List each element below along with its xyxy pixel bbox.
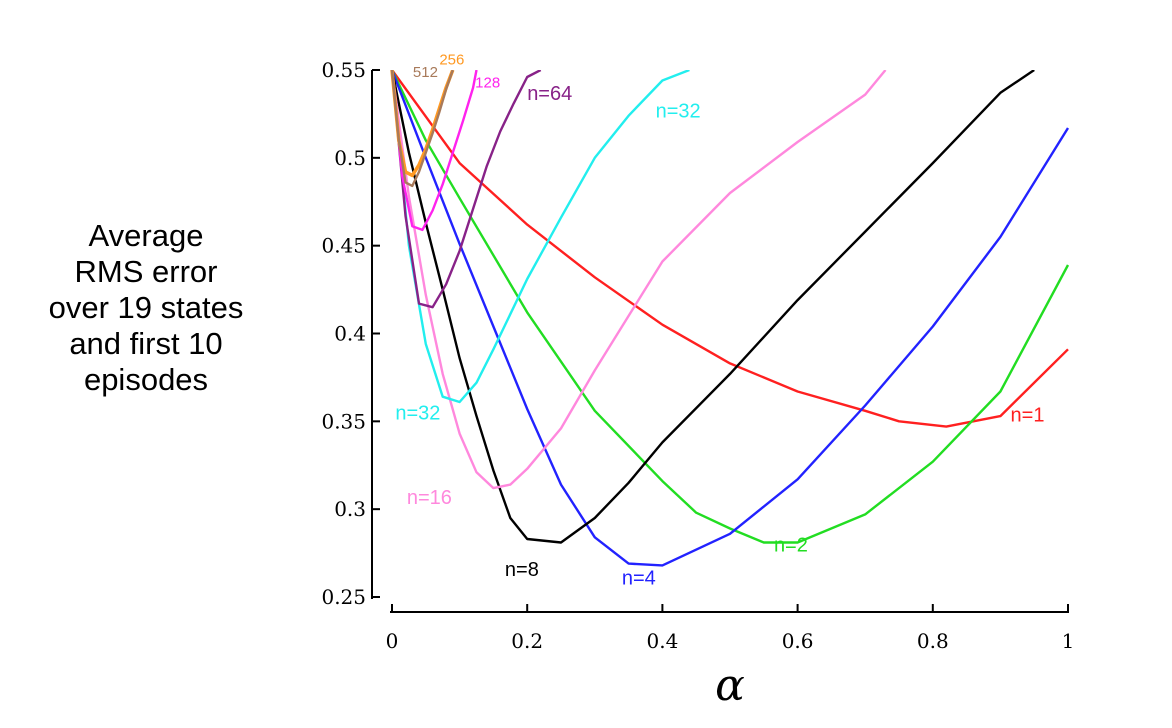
x-tick-label: 0.6 [782,629,814,653]
series-label: 128 [475,75,500,92]
x-tick-label: 0.4 [646,629,678,653]
y-axis-label: Average RMS error over 19 states and fir… [0,218,292,398]
series-label: n=2 [774,534,808,556]
x-axis-label: α [715,660,745,711]
series-line-n-32 [390,70,690,404]
y-tick-label: 0.4 [334,322,366,346]
series-line-n-64 [390,70,542,309]
x-tick-label: 0.8 [917,629,949,653]
series-label: n=64 [527,83,572,105]
series-label: 256 [439,52,464,69]
series-lines [390,70,1070,567]
x-tick-label: 0.2 [511,629,543,653]
series-line-512 [390,70,454,188]
y-tick-label: 0.55 [321,58,366,82]
series-label: n=8 [505,559,539,581]
series-line-n-1 [391,70,1069,428]
axes: 0.25 0.3 0.35 0.4 0.45 0.5 0.55 0 0.2 0.4 0.6 0.8 1 [321,58,1074,653]
y-tick-label: 0.3 [334,497,366,521]
y-axis-label-line: RMS error [74,254,218,289]
y-tick-label: 0.5 [334,146,366,170]
y-tick-label: 0.25 [321,585,366,609]
series-label: n=1 [1011,404,1045,426]
series-label: n=4 [622,568,656,590]
series-line-n-8 [390,70,1035,544]
y-tick-label: 0.45 [321,234,366,258]
series-label: n=16 [407,487,452,509]
series-line-n-16 [390,70,887,490]
y-tick-label: 0.35 [321,409,366,433]
x-tick-label: 0 [386,629,399,653]
y-axis-label-line: Average [88,218,204,253]
y-axis-label-line: over 19 states [48,290,244,325]
series-label: n=32 [656,100,701,122]
series-label: n=32 [395,403,440,425]
y-axis-label-line: and first 10 [69,326,223,361]
series-label: 512 [413,64,438,81]
x-tick-label: 1 [1062,629,1075,653]
series-line-n-4 [390,70,1070,567]
y-axis-label-line: episodes [83,362,209,397]
series-line-128 [390,70,478,232]
